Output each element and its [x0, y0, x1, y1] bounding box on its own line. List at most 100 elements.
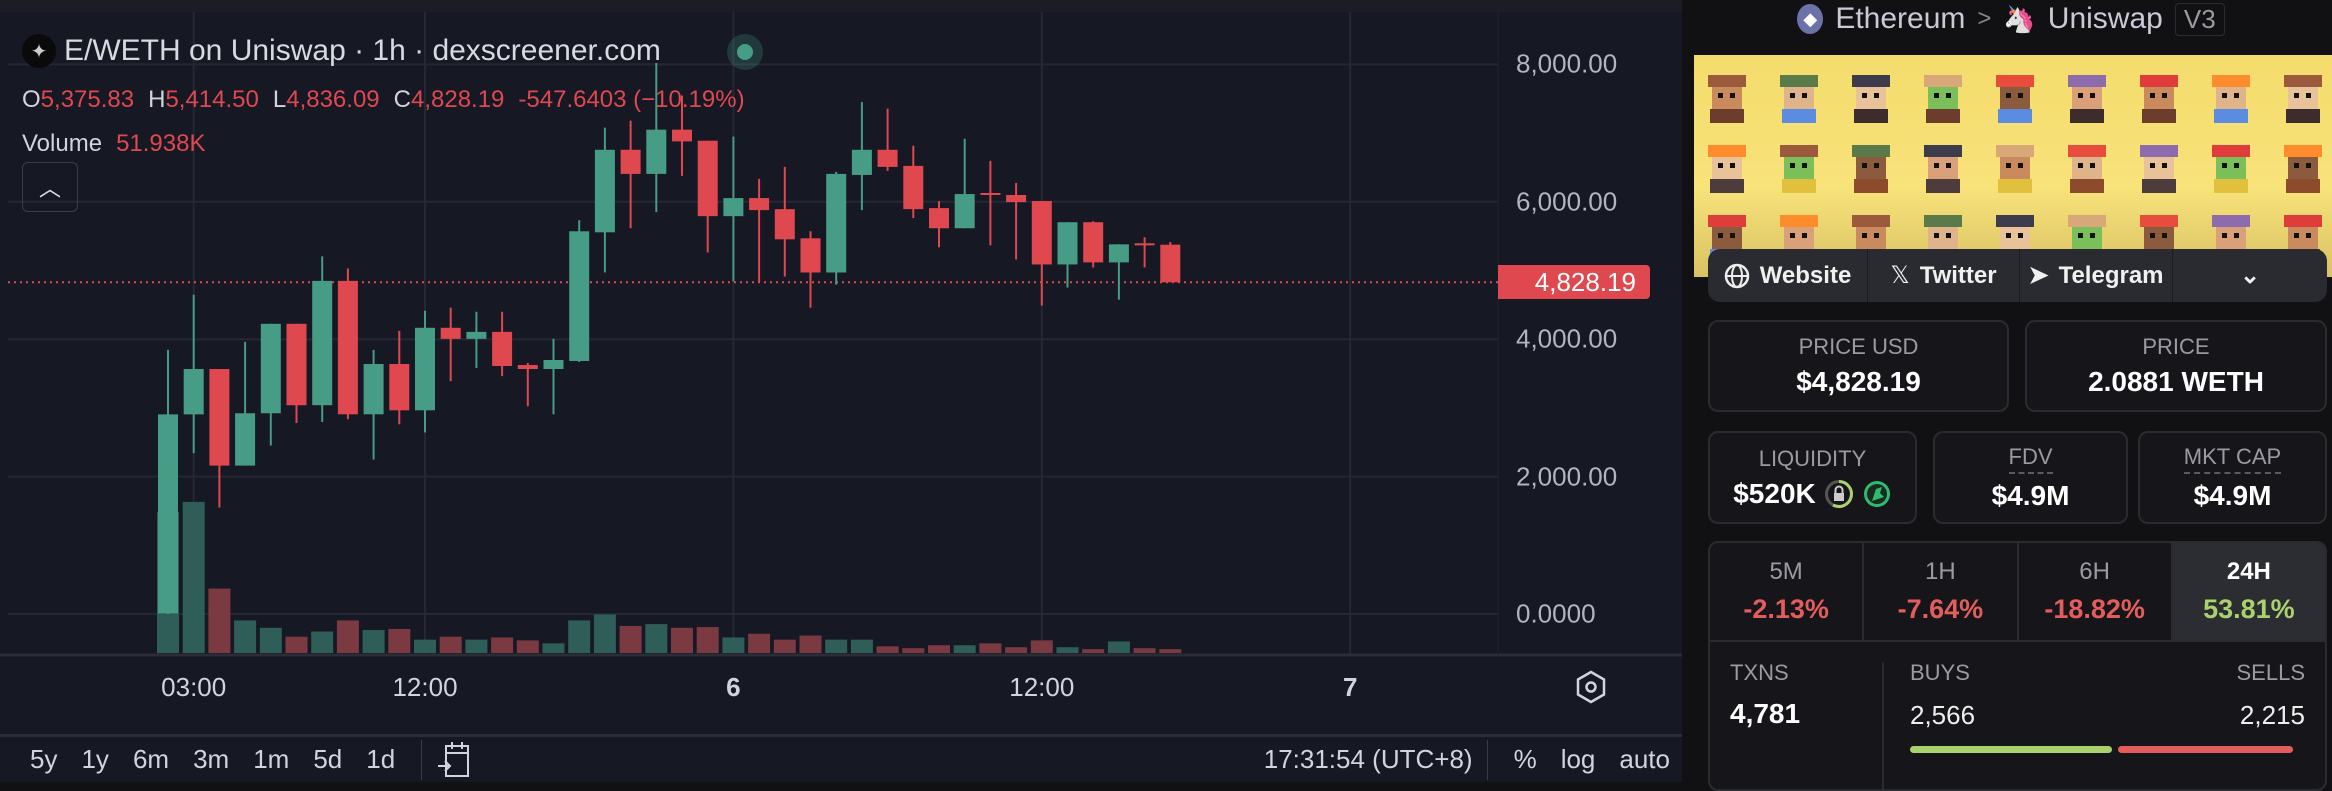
- market-cap-label[interactable]: MKT CAP: [2183, 444, 2282, 474]
- candle-body: [286, 323, 307, 406]
- log-scale-toggle[interactable]: log: [1560, 744, 1596, 774]
- sells-value: 2,215: [2239, 700, 2305, 730]
- liquidity-label: LIQUIDITY: [1758, 445, 1867, 471]
- volume-bar: [773, 639, 796, 653]
- volume-bar: [722, 637, 745, 653]
- fdv-label[interactable]: FDV: [2008, 444, 2053, 474]
- price-chart[interactable]: ✦ E/WETH on Uniswap · 1h · dexscreener.c…: [0, 12, 1682, 782]
- candle-body: [183, 369, 204, 415]
- timeframe-1d[interactable]: 1d: [366, 744, 396, 774]
- timeframe-6m[interactable]: 6m: [132, 744, 170, 774]
- auto-scale-toggle[interactable]: auto: [1619, 744, 1670, 774]
- pixel-character: [2212, 145, 2250, 193]
- sells-label: SELLS: [2236, 660, 2306, 685]
- change-5m: -2.13%: [1743, 594, 1829, 624]
- telegram-link[interactable]: ➤ Telegram: [2020, 249, 2173, 302]
- y-axis-tick-label: 4,000.00: [1516, 323, 1618, 354]
- buys-ratio-bar: [1910, 746, 2112, 753]
- y-axis-tick-label: 8,000.00: [1516, 48, 1618, 79]
- candle-body: [697, 140, 718, 217]
- price-native-label: PRICE: [2142, 334, 2210, 359]
- divider: [1486, 739, 1488, 780]
- candle-body: [980, 193, 1001, 196]
- volume-bar: [542, 643, 565, 653]
- volume-label: Volume: [22, 130, 103, 157]
- more-links-button[interactable]: ⌄: [2173, 249, 2327, 302]
- percent-scale-toggle[interactable]: %: [1513, 744, 1537, 774]
- candlestick-chart[interactable]: [0, 12, 1682, 667]
- volume-bar: [1107, 641, 1130, 653]
- pixel-character: [1996, 75, 2034, 123]
- chevron-up-icon: ︿: [38, 176, 61, 201]
- candle-body: [903, 165, 924, 210]
- volume-bar: [568, 620, 591, 653]
- y-axis-tick-label: 6,000.00: [1516, 186, 1618, 217]
- volume-value: 51.938K: [116, 130, 206, 157]
- chevron-down-icon: ⌄: [2239, 262, 2261, 289]
- candle-body: [492, 331, 513, 366]
- volume-bar: [1133, 648, 1156, 653]
- volume-bar: [850, 639, 873, 653]
- breadcrumb-dex[interactable]: Uniswap: [2047, 2, 2163, 35]
- fdv-value: $4.9M: [1991, 479, 2070, 511]
- candle-body: [1031, 201, 1052, 265]
- breadcrumb-chain[interactable]: Ethereum: [1835, 2, 1966, 35]
- txns-label: TXNS: [1730, 660, 1789, 685]
- dex-version-badge: V3: [2174, 2, 2225, 36]
- volume-bar: [645, 624, 668, 653]
- clock-timezone[interactable]: 17:31:54 (UTC+8): [1263, 744, 1473, 774]
- candle-body: [826, 173, 847, 273]
- timeframe-5y[interactable]: 5y: [30, 744, 58, 774]
- pixel-character: [1780, 145, 1818, 193]
- volume-bar: [1082, 649, 1105, 653]
- candle-body: [1006, 194, 1027, 203]
- panel-divider[interactable]: [1682, 0, 1690, 782]
- tab-label: 24H: [2226, 558, 2271, 585]
- pixel-character: [2284, 75, 2322, 123]
- chart-settings-icon[interactable]: [1576, 670, 1606, 704]
- uniswap-icon[interactable]: [1862, 479, 1892, 509]
- change-value: -547.6403 (−10.19%): [518, 86, 745, 113]
- pixel-character: [1780, 75, 1818, 123]
- candle-body: [260, 323, 281, 414]
- candle-body: [723, 198, 744, 217]
- open-label: O: [22, 86, 41, 113]
- timeframe-1m[interactable]: 1m: [253, 744, 290, 774]
- ethereum-icon: ◆: [1797, 4, 1824, 34]
- market-cap-value: $4.9M: [2193, 479, 2272, 511]
- telegram-link-label: Telegram: [2058, 261, 2164, 289]
- tab-6h[interactable]: 6H -18.82%: [2019, 543, 2173, 640]
- volume-bar: [388, 628, 411, 653]
- go-to-date-calendar-icon[interactable]: [436, 740, 472, 780]
- pixel-character: [2068, 75, 2106, 123]
- pixel-character: [1852, 75, 1890, 123]
- candle-body: [1134, 243, 1155, 246]
- candle-body: [851, 149, 872, 175]
- high-value: 5,414.50: [165, 86, 259, 113]
- candle-body: [235, 413, 256, 466]
- pair-info-panel: ◆ Ethereum > 🦄 Uniswap V3 Website 𝕏 Twit…: [1690, 0, 2332, 791]
- sells-ratio-bar: [2117, 746, 2293, 753]
- x-axis-tick-label: 12:00: [392, 672, 458, 702]
- candle-body: [209, 369, 230, 466]
- volume-bar: [1005, 647, 1028, 653]
- tab-1h[interactable]: 1H -7.64%: [1864, 543, 2019, 640]
- lock-icon[interactable]: [1824, 479, 1854, 509]
- timeframe-tabs: 5M -2.13% 1H -7.64% 6H -18.82% 24H 53.81%: [1710, 543, 2325, 642]
- volume-bar: [285, 636, 308, 653]
- volume-bar: [979, 643, 1002, 653]
- divider: [1882, 662, 1884, 789]
- timeframe-3m[interactable]: 3m: [193, 744, 230, 774]
- breadcrumb-separator: >: [1977, 5, 1992, 32]
- tab-5m[interactable]: 5M -2.13%: [1710, 543, 1865, 640]
- candle-body: [158, 414, 178, 614]
- volume-bar: [671, 627, 693, 653]
- timeframe-5d[interactable]: 5d: [313, 744, 343, 774]
- collapse-legend-button[interactable]: ︿: [22, 162, 78, 212]
- volume-bar: [876, 646, 899, 653]
- tab-24h[interactable]: 24H 53.81%: [2172, 543, 2325, 640]
- timeframe-1y[interactable]: 1y: [81, 744, 109, 774]
- globe-icon: [1724, 263, 1749, 288]
- website-link[interactable]: Website: [1708, 249, 1868, 302]
- twitter-link[interactable]: 𝕏 Twitter: [1868, 249, 2020, 302]
